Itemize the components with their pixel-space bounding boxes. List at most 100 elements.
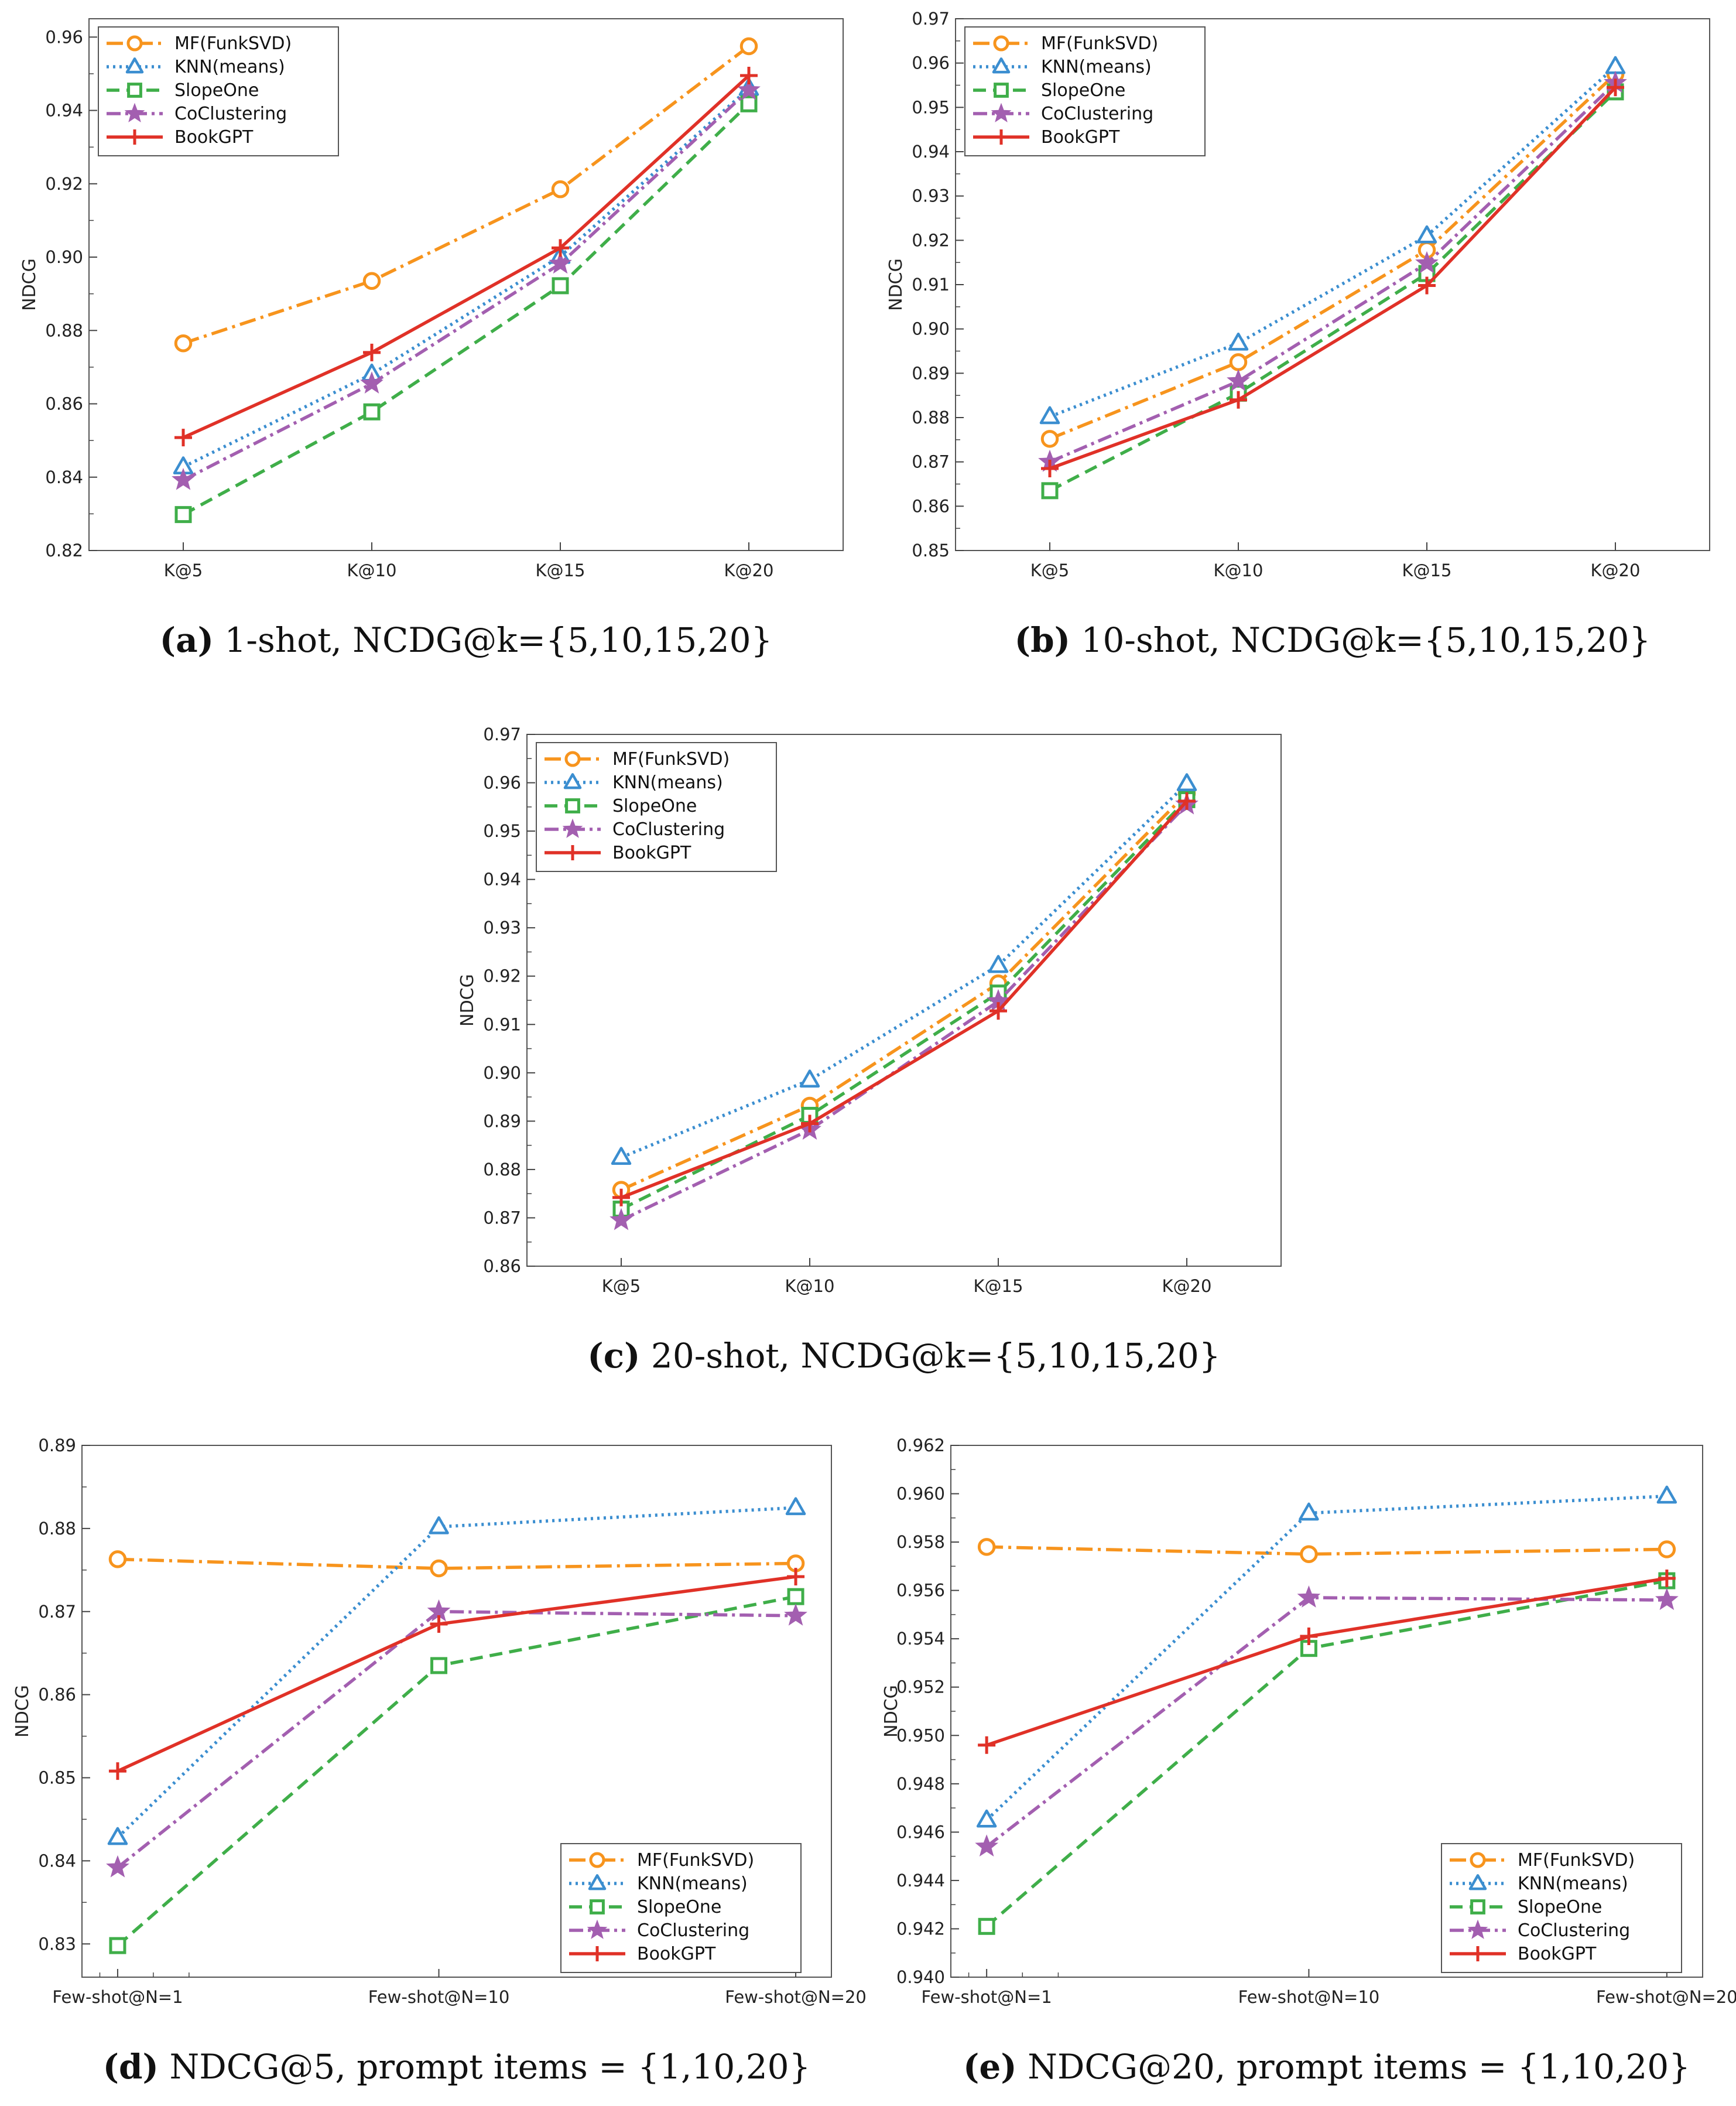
series-bookgpt — [108, 1568, 805, 1780]
y-tick-label: 0.90 — [912, 319, 950, 339]
data-point — [610, 1208, 633, 1230]
data-point — [1299, 1502, 1319, 1521]
legend-label: BookGPT — [612, 843, 691, 863]
legend-marker — [1468, 1874, 1487, 1890]
data-point — [551, 180, 570, 199]
legend-label: BookGPT — [1518, 1944, 1597, 1964]
data-point — [799, 1069, 820, 1088]
legend-marker — [127, 129, 142, 145]
series-line — [1049, 65, 1617, 419]
legend-marker — [1470, 1946, 1485, 1961]
legend-label: BookGPT — [1041, 127, 1120, 148]
y-tick-label: 0.87 — [38, 1602, 76, 1622]
y-tick-label: 0.948 — [896, 1774, 945, 1794]
x-tick-label: K@5 — [602, 1276, 641, 1296]
legend-label: BookGPT — [637, 1944, 716, 1964]
data-point — [430, 1657, 448, 1674]
legend-label: KNN(means) — [612, 772, 723, 793]
x-tick-label: K@10 — [785, 1276, 835, 1296]
series-line — [620, 782, 1188, 1159]
series-line — [1049, 81, 1617, 464]
legend-label: SlopeOne — [174, 80, 259, 101]
y-tick-label: 0.956 — [896, 1581, 945, 1601]
data-point — [737, 78, 761, 101]
series-line — [182, 89, 750, 482]
y-tick-label: 0.91 — [483, 1014, 521, 1034]
data-point — [801, 1114, 819, 1133]
y-tick-label: 0.94 — [912, 142, 950, 162]
data-point — [976, 1809, 997, 1828]
data-point — [1176, 773, 1197, 791]
data-point — [549, 251, 572, 274]
chart-caption: (e) NDCG@20, prompt items = {1,10,20} — [963, 2047, 1690, 2087]
legend-label: KNN(means) — [1041, 57, 1152, 77]
series-line — [620, 792, 1188, 1192]
y-tick-label: 0.960 — [896, 1484, 945, 1504]
data-point — [1300, 1545, 1318, 1563]
data-point — [1415, 251, 1439, 273]
legend-marker — [562, 818, 583, 838]
data-point — [106, 1855, 129, 1878]
y-tick-label: 0.88 — [38, 1519, 76, 1539]
chart-caption: (d) NDCG@5, prompt items = {1,10,20} — [103, 2047, 811, 2087]
legend-label: MF(FunkSVD) — [637, 1850, 754, 1871]
legend-marker — [590, 1899, 605, 1914]
series-bookgpt — [978, 1570, 1676, 1754]
data-point — [174, 429, 192, 447]
data-point — [740, 95, 758, 112]
series-line — [1049, 73, 1617, 440]
legend-marker — [992, 57, 1011, 74]
legend-marker — [590, 1946, 605, 1961]
series-bookgpt — [612, 792, 1196, 1206]
y-tick-label: 0.96 — [483, 773, 521, 793]
series-mf-funksvd- — [108, 1550, 805, 1578]
series-slopeone — [109, 1588, 804, 1954]
data-point — [1041, 460, 1059, 478]
series-coclustering — [106, 1599, 807, 1878]
y-tick-label: 0.97 — [912, 9, 950, 29]
legend-label: KNN(means) — [1518, 1873, 1628, 1894]
series-mf-funksvd- — [174, 37, 758, 353]
y-tick-label: 0.88 — [912, 408, 950, 428]
legend-marker — [991, 102, 1012, 122]
y-tick-label: 0.962 — [896, 1435, 945, 1455]
y-tick-label: 0.96 — [912, 53, 950, 73]
y-tick-label: 0.84 — [38, 1851, 76, 1871]
data-point — [1658, 1540, 1676, 1558]
series-knn-means- — [1039, 56, 1626, 425]
caption-letter: (e) — [963, 2047, 1017, 2087]
y-tick-label: 0.90 — [45, 247, 83, 267]
chart-caption: (a) 1-shot, NCDG@k={5,10,15,20} — [160, 620, 773, 660]
data-point — [552, 239, 569, 257]
legend: MF(FunkSVD) KNN(means) SlopeOne CoClusterin… — [98, 26, 339, 156]
data-point — [362, 272, 381, 290]
chart-caption: (b) 10-shot, NCDG@k={5,10,15,20} — [1015, 620, 1651, 660]
series-line — [117, 1610, 796, 1869]
caption-text: 20-shot, NCDG@k={5,10,15,20} — [641, 1336, 1221, 1376]
legend-label: SlopeOne — [1518, 1897, 1602, 1917]
y-tick-label: 0.86 — [483, 1256, 521, 1276]
data-point — [552, 277, 569, 295]
legend-marker — [565, 845, 580, 860]
y-axis-label: NDCG — [19, 258, 40, 311]
data-point — [1230, 391, 1247, 409]
caption-text: NDCG@5, prompt items = {1,10,20} — [159, 2047, 810, 2087]
y-tick-label: 0.946 — [896, 1822, 945, 1842]
caption-letter: (c) — [587, 1336, 640, 1376]
data-point — [1178, 792, 1196, 810]
y-tick-label: 0.90 — [483, 1063, 521, 1083]
legend-marker — [1470, 1899, 1485, 1914]
legend-label: CoClustering — [1041, 104, 1153, 124]
series-knn-means- — [107, 1497, 806, 1845]
caption-text: NDCG@20, prompt items = {1,10,20} — [1017, 2047, 1690, 2087]
legend-label: KNN(means) — [174, 57, 285, 77]
x-tick-label: K@5 — [1030, 560, 1069, 580]
legend-marker — [563, 773, 582, 789]
chart-e: 0.940 0.942 0.944 0.946 0.948 0.950 0.952 0.954… — [881, 1435, 1736, 2087]
data-point — [108, 1762, 126, 1780]
chart-d: 0.83 0.84 0.85 0.86 0.87 0.88 0.89 Few-shot@N=1… — [12, 1435, 867, 2087]
series-line — [182, 74, 750, 439]
legend-marker — [589, 1852, 605, 1868]
series-bookgpt — [174, 67, 758, 447]
caption-text: 1-shot, NCDG@k={5,10,15,20} — [214, 620, 772, 660]
